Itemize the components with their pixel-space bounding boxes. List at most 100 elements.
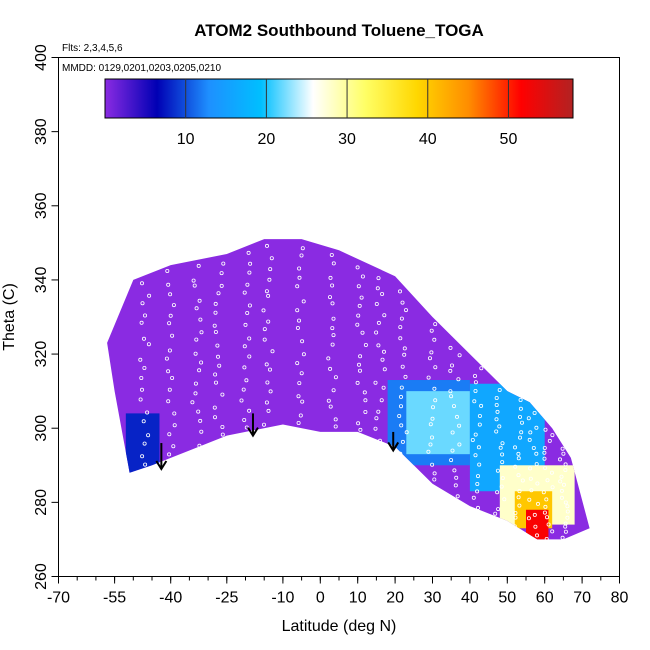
sample-point bbox=[355, 322, 360, 327]
sample-point bbox=[139, 320, 144, 325]
sample-point bbox=[426, 449, 431, 454]
sample-point bbox=[517, 489, 522, 494]
sample-point bbox=[549, 470, 554, 475]
sample-point bbox=[475, 505, 480, 510]
sample-point bbox=[457, 353, 462, 358]
sample-point bbox=[170, 375, 175, 380]
sample-point bbox=[398, 451, 403, 456]
sample-point bbox=[400, 364, 405, 369]
sample-point bbox=[363, 342, 368, 347]
sample-point bbox=[448, 368, 453, 373]
sample-point bbox=[199, 330, 204, 335]
sample-point bbox=[242, 344, 247, 349]
sample-point bbox=[193, 351, 198, 356]
dates-subtitle: MMDD: 0129,0201,0203,0205,0210 bbox=[62, 63, 221, 74]
sample-point bbox=[516, 495, 521, 500]
sample-point bbox=[495, 409, 500, 414]
x-tick-label: 80 bbox=[611, 590, 629, 607]
sample-point bbox=[142, 313, 147, 318]
sample-point bbox=[212, 323, 217, 328]
sample-point bbox=[197, 298, 202, 303]
sample-point bbox=[239, 398, 244, 403]
sample-point bbox=[328, 275, 333, 280]
sample-point bbox=[427, 356, 432, 361]
x-tick-label: 10 bbox=[349, 590, 367, 607]
sample-point bbox=[357, 303, 362, 308]
x-tick-label: 0 bbox=[316, 590, 325, 607]
sample-point bbox=[533, 524, 538, 529]
sample-point bbox=[400, 300, 405, 305]
sample-point bbox=[542, 510, 547, 515]
sample-point bbox=[494, 395, 499, 400]
sample-point bbox=[329, 252, 334, 257]
sample-point bbox=[247, 408, 252, 413]
sample-point bbox=[166, 399, 171, 404]
sample-point bbox=[529, 488, 534, 493]
sample-point bbox=[299, 253, 304, 258]
sample-point bbox=[165, 268, 170, 273]
sample-point bbox=[380, 357, 385, 362]
sample-points bbox=[138, 243, 570, 542]
sample-point bbox=[550, 433, 555, 438]
sample-point bbox=[143, 462, 148, 467]
sample-point bbox=[558, 457, 563, 462]
x-tick-label: -70 bbox=[47, 590, 70, 607]
sample-point bbox=[563, 500, 568, 505]
sample-point bbox=[531, 445, 536, 450]
colorbar-tick-label: 30 bbox=[338, 131, 356, 148]
sample-point bbox=[380, 291, 385, 296]
sample-point bbox=[138, 357, 143, 362]
x-axis-label: Latitude (deg N) bbox=[282, 618, 397, 635]
sample-point bbox=[242, 365, 247, 370]
sample-point bbox=[476, 445, 481, 450]
sample-point bbox=[472, 373, 477, 378]
sample-point bbox=[355, 265, 360, 270]
sample-point bbox=[199, 360, 204, 365]
sample-point bbox=[146, 342, 151, 347]
sample-point bbox=[328, 366, 333, 371]
sample-point bbox=[543, 427, 548, 432]
sample-point bbox=[373, 426, 378, 431]
sample-point bbox=[449, 363, 454, 368]
sample-point bbox=[362, 390, 367, 395]
sample-point bbox=[399, 385, 404, 390]
sample-point bbox=[532, 512, 537, 517]
sample-point bbox=[547, 438, 552, 443]
sample-point bbox=[142, 365, 147, 370]
sample-point bbox=[429, 350, 434, 355]
sample-point bbox=[536, 501, 541, 506]
sample-point bbox=[139, 375, 144, 380]
sample-point bbox=[430, 405, 435, 410]
sample-point bbox=[432, 337, 437, 342]
sample-point bbox=[565, 504, 570, 509]
sample-point bbox=[513, 510, 518, 515]
sample-point bbox=[298, 413, 303, 418]
sample-point bbox=[296, 318, 301, 323]
sample-point bbox=[513, 464, 518, 469]
sample-point bbox=[356, 313, 361, 318]
sample-point bbox=[544, 497, 549, 502]
sample-point bbox=[454, 414, 459, 419]
sample-point bbox=[403, 308, 408, 313]
sample-point bbox=[546, 522, 551, 527]
colorbar-tick-label: 20 bbox=[257, 131, 275, 148]
sample-point bbox=[397, 413, 402, 418]
sample-point bbox=[534, 462, 539, 467]
sample-point bbox=[475, 489, 480, 494]
sample-point bbox=[565, 509, 570, 514]
sample-point bbox=[359, 295, 364, 300]
sample-point bbox=[267, 277, 272, 282]
sample-point bbox=[167, 321, 172, 326]
sample-point bbox=[520, 478, 525, 483]
sample-point bbox=[191, 278, 196, 283]
sample-point bbox=[374, 330, 379, 335]
sample-point bbox=[264, 289, 269, 294]
sample-point bbox=[247, 336, 252, 341]
sample-point bbox=[333, 424, 338, 429]
sample-point bbox=[141, 336, 146, 341]
x-tick-label: -40 bbox=[159, 590, 182, 607]
sample-point bbox=[217, 363, 222, 368]
sample-point bbox=[402, 352, 407, 357]
sample-point bbox=[527, 497, 532, 502]
sample-point bbox=[167, 387, 172, 392]
